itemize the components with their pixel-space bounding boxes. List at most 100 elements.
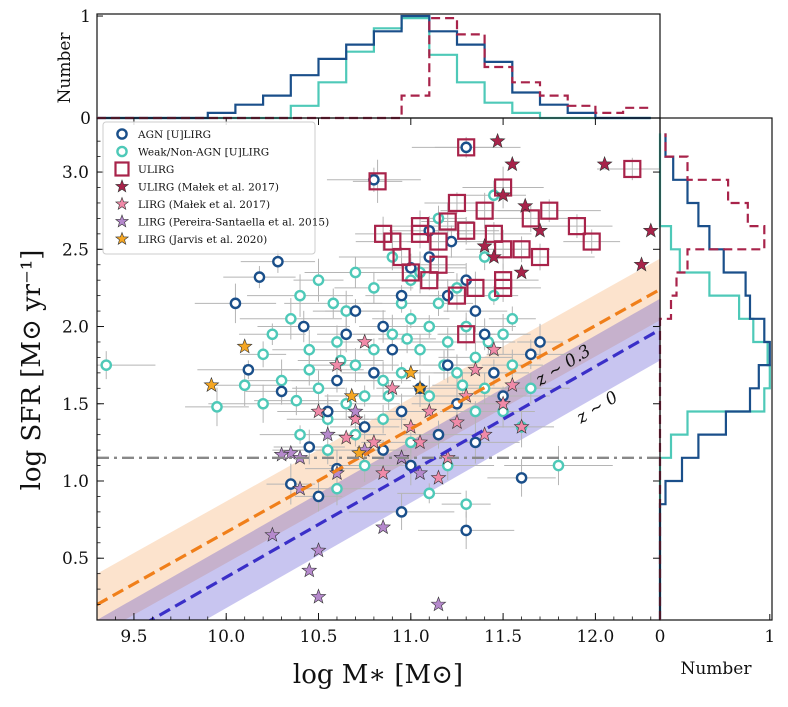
malek-ulirg-star bbox=[485, 248, 502, 264]
malek-ulirg-star bbox=[532, 222, 548, 238]
malek-lirg-star bbox=[448, 413, 465, 430]
malek-lirg-star bbox=[338, 429, 355, 445]
weak-agn-point bbox=[331, 336, 343, 348]
weak-agn-point bbox=[275, 374, 288, 387]
weak-agn-point bbox=[456, 379, 469, 392]
weak-agn-point bbox=[451, 367, 463, 379]
weak-agn-point bbox=[290, 394, 303, 407]
agn-point bbox=[432, 428, 445, 441]
malek-ulirg-star bbox=[476, 237, 493, 253]
agn-point bbox=[242, 363, 255, 376]
weak-agn-point bbox=[423, 487, 436, 500]
right-hist-agn bbox=[658, 133, 771, 620]
ms-band-z03 bbox=[97, 258, 660, 620]
right-hist-xlabel: Number bbox=[680, 659, 752, 679]
ms-band-z0 bbox=[97, 298, 660, 620]
weak-agn-point bbox=[506, 359, 519, 371]
ulirg-square bbox=[447, 193, 467, 213]
agn-point bbox=[460, 524, 472, 537]
top-histogram: 01 Number bbox=[55, 7, 661, 129]
weak-agn-point bbox=[401, 333, 413, 345]
legend-items: AGN [U]LIRG Weak/Non-AGN [U]LIRG ULIRG ULIR… bbox=[114, 128, 329, 246]
agn-point bbox=[297, 320, 310, 333]
weak-agn-point bbox=[552, 459, 565, 472]
pereira-lirg-star bbox=[375, 518, 392, 535]
weak-agn-point bbox=[395, 367, 408, 379]
agn-point bbox=[275, 385, 288, 398]
ulirg-square bbox=[457, 221, 476, 240]
pereira-lirg-star bbox=[319, 426, 336, 442]
malek-lirg-star bbox=[375, 464, 392, 480]
malek-ulirg-star bbox=[489, 132, 506, 148]
y-axis-label: log SFR [M⊙ yr⁻¹] bbox=[17, 250, 47, 491]
right-hist-plot bbox=[658, 133, 771, 620]
weak-agn-point bbox=[303, 363, 316, 376]
ulirg-square bbox=[410, 217, 430, 236]
agn-point bbox=[441, 289, 454, 302]
ulirg-square bbox=[475, 201, 494, 220]
agn-point bbox=[331, 374, 343, 387]
ulirg-square bbox=[512, 240, 531, 259]
weak-agn-point bbox=[524, 382, 537, 395]
weak-agn-point bbox=[294, 428, 306, 441]
weak-agn-point bbox=[386, 328, 399, 341]
malek-lirg-star bbox=[384, 379, 401, 396]
weak-agn-point bbox=[349, 266, 362, 279]
pereira-lirg-star bbox=[301, 562, 318, 578]
agn-point bbox=[368, 367, 380, 379]
agn-point bbox=[395, 506, 408, 518]
legend-box bbox=[102, 121, 316, 255]
weak-agn-point bbox=[377, 374, 389, 387]
weak-agn-point bbox=[469, 405, 482, 418]
legend-label: AGN [U]LIRG bbox=[137, 129, 211, 141]
reference-lines bbox=[97, 288, 660, 620]
right-hist-xtick-label: 0 bbox=[655, 627, 666, 647]
pereira-lirg-star bbox=[310, 588, 327, 604]
legend-label: ULIRG (Małek et al. 2017) bbox=[138, 182, 279, 194]
malek-lirg-star bbox=[365, 434, 382, 450]
agn-point bbox=[377, 444, 389, 456]
weak-agn-point bbox=[414, 343, 426, 356]
weak-agn-point bbox=[506, 312, 519, 325]
weak-agn-point bbox=[368, 282, 380, 294]
legend-label: ULIRG bbox=[138, 164, 174, 176]
legend-marker-circle bbox=[116, 128, 128, 140]
malek-lirg-star bbox=[504, 376, 521, 392]
agn-point bbox=[377, 320, 389, 333]
weak-agn-point bbox=[386, 251, 399, 263]
right-hist-frame bbox=[659, 117, 773, 621]
main-xticks: 9.5 10.0 10.5 11.0 11.5 12.0 bbox=[115, 118, 652, 647]
ulirg-square bbox=[368, 172, 387, 191]
jarvis-lirg-star bbox=[351, 444, 368, 460]
agn-point bbox=[469, 436, 482, 449]
agn-point bbox=[349, 305, 362, 317]
jarvis-lirg-star bbox=[412, 379, 429, 396]
ulirg-square bbox=[567, 217, 587, 236]
weak-agn-point bbox=[327, 297, 340, 310]
top-hist-ytick-label: 1 bbox=[80, 7, 91, 27]
pereira-lirg-star bbox=[264, 526, 281, 542]
malek-lirg-star bbox=[513, 418, 530, 434]
weak-agn-point bbox=[285, 312, 297, 325]
legend: AGN [U]LIRG Weak/Non-AGN [U]LIRG ULIRG ULIR… bbox=[102, 121, 329, 255]
pereira-lirg-star bbox=[328, 464, 345, 480]
agn-point bbox=[303, 441, 316, 453]
y-tick-label: 1.0 bbox=[62, 472, 89, 492]
weak-agn-point bbox=[303, 343, 316, 356]
agn-point bbox=[534, 336, 546, 348]
malek-lirg-star bbox=[328, 356, 345, 372]
malek-lirg-star bbox=[495, 395, 512, 411]
weak-agn-point bbox=[257, 397, 269, 410]
weak-agn-point bbox=[497, 328, 509, 341]
x-tick-label: 10.5 bbox=[300, 627, 338, 647]
malek-ulirg-star bbox=[504, 155, 521, 172]
ulirg-square bbox=[582, 232, 601, 251]
malek-ulirg-star bbox=[633, 256, 650, 272]
agn-point bbox=[395, 289, 408, 302]
agn-point bbox=[524, 348, 537, 361]
weak-agn-point bbox=[368, 343, 380, 356]
ulirg-square bbox=[429, 255, 448, 274]
